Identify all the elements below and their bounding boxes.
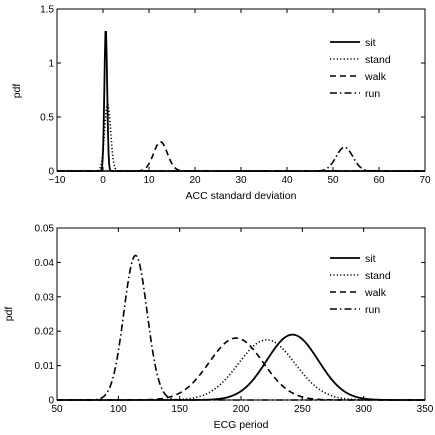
x-axis-label: ECG period xyxy=(214,419,269,431)
x-ticks: −10 0 10 20 30 40 50 60 70 xyxy=(49,9,431,186)
legend-label-run: run xyxy=(365,88,380,100)
legend: sit stand walk run xyxy=(330,37,391,100)
y-tick-label: 0 xyxy=(48,396,54,407)
y-tick-label: 0.01 xyxy=(35,361,55,372)
y-tick-label: 1.5 xyxy=(40,5,54,16)
plot-area xyxy=(56,227,426,401)
legend-label-walk: walk xyxy=(364,287,387,299)
x-tick-label: 40 xyxy=(281,175,293,186)
x-tick-label: 100 xyxy=(110,404,127,415)
legend-label-stand: stand xyxy=(365,270,391,282)
y-axis-label: pdf xyxy=(3,307,15,322)
x-tick-label: 350 xyxy=(417,404,434,415)
y-axis-label: pdf xyxy=(11,84,23,99)
chart-ecg-period: 50 100 150 200 250 300 350 0 0.01 0.02 0.03 0.04 0.… xyxy=(3,224,434,432)
legend-label-sit: sit xyxy=(365,37,376,49)
x-tick-label: 20 xyxy=(189,175,201,186)
x-tick-label: 10 xyxy=(143,175,155,186)
x-axis-label: ACC standard deviation xyxy=(186,190,297,202)
x-tick-label: 50 xyxy=(327,175,339,186)
x-tick-label: 50 xyxy=(51,404,63,415)
y-tick-label: 0.05 xyxy=(35,224,55,235)
x-tick-label: 0 xyxy=(100,175,106,186)
y-tick-label: 0.03 xyxy=(35,292,55,303)
chart-acc-std: −10 0 10 20 30 40 50 60 70 00.511.5 ACC standard… xyxy=(11,5,431,203)
y-ticks: 0 0.5 1 1.5 xyxy=(40,5,425,178)
x-tick-label: 60 xyxy=(373,175,385,186)
plot-area xyxy=(56,8,426,172)
x-tick-label: 30 xyxy=(235,175,247,186)
legend-label-sit: sit xyxy=(365,253,376,265)
y-tick-label: 1 xyxy=(48,59,54,70)
x-tick-label: 70 xyxy=(419,175,431,186)
x-ticks: 50 100 150 200 250 300 350 xyxy=(51,228,434,415)
legend-label-stand: stand xyxy=(365,54,391,66)
y-tick-label: 0.02 xyxy=(35,327,55,338)
legend-label-walk: walk xyxy=(364,71,387,83)
y-tick-label: 0.04 xyxy=(35,258,55,269)
y-tick-label: 0 xyxy=(48,167,54,178)
y-ticks: 0 0.01 0.02 0.03 0.04 0.05 xyxy=(35,224,425,407)
legend-label-run: run xyxy=(365,304,380,316)
legend: sit stand walk run xyxy=(330,253,391,316)
y-tick-label: 0.5 xyxy=(40,113,54,124)
x-tick-label: 300 xyxy=(355,404,372,415)
x-tick-label: 200 xyxy=(233,404,250,415)
x-tick-label: 250 xyxy=(294,404,311,415)
x-tick-label: 150 xyxy=(171,404,188,415)
x-tick-label: −10 xyxy=(49,175,66,186)
